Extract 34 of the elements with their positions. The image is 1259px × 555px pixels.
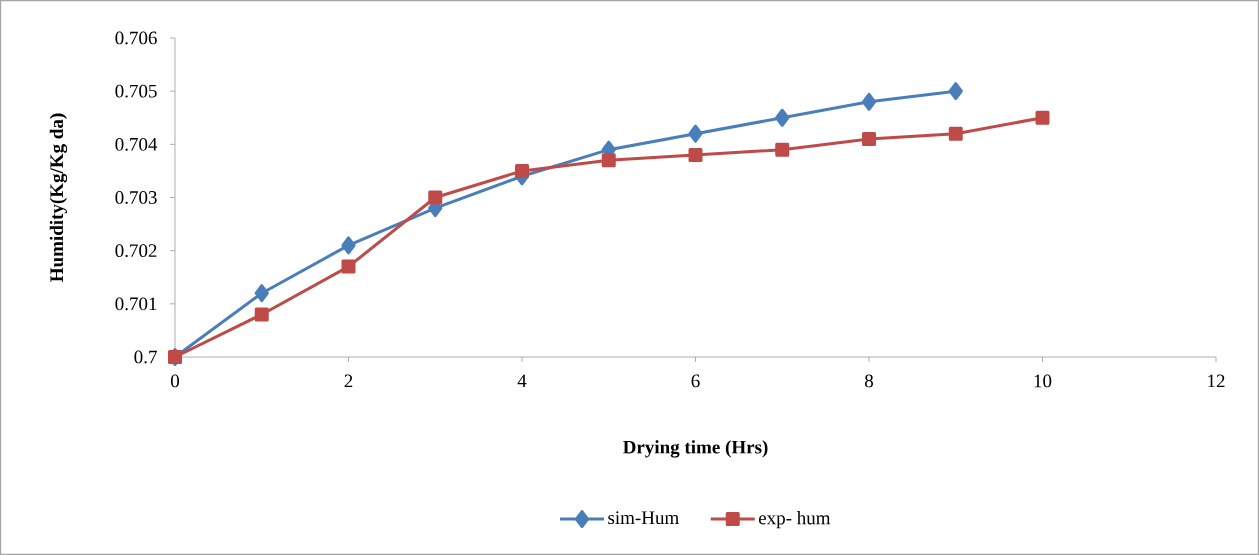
point: [948, 82, 963, 101]
point: [862, 132, 876, 147]
point: [515, 163, 529, 178]
y-tick-label: 0.706: [115, 31, 157, 45]
point: [254, 284, 269, 303]
point: [341, 236, 356, 255]
x-tick-label: 6: [691, 374, 700, 388]
x-axis-title: Drying time (Hrs): [623, 440, 768, 458]
x-tick-label: 2: [344, 374, 353, 388]
point: [1035, 110, 1050, 125]
x-tick-label: 8: [864, 374, 874, 388]
y-tick-label: 0.7: [134, 350, 157, 364]
point: [601, 153, 616, 168]
y-tick-label: 0.704: [115, 137, 158, 151]
point: [775, 108, 790, 127]
legend-label: sim-Hum: [608, 511, 679, 525]
legend-label: exp- hum: [758, 511, 831, 529]
point: [948, 126, 963, 141]
y-tick-label: 0.701: [115, 297, 157, 311]
x-tick-label: 0: [170, 374, 180, 388]
point: [254, 307, 269, 322]
y-tick-label: 0.703: [115, 191, 157, 204]
point: [861, 92, 877, 111]
x-tick-label: 10: [1034, 374, 1052, 388]
x-tick-label: 4: [517, 374, 527, 388]
y-axis-title: Humidity(Kg/Kg da): [49, 113, 68, 282]
point: [428, 190, 443, 205]
point: [688, 124, 703, 143]
point: [688, 147, 703, 162]
point: [341, 259, 356, 274]
y-tick-label: 0.705: [115, 84, 157, 98]
point: [775, 142, 790, 157]
x-tick-label: 12: [1208, 374, 1225, 388]
y-tick-label: 0.702: [115, 244, 157, 258]
